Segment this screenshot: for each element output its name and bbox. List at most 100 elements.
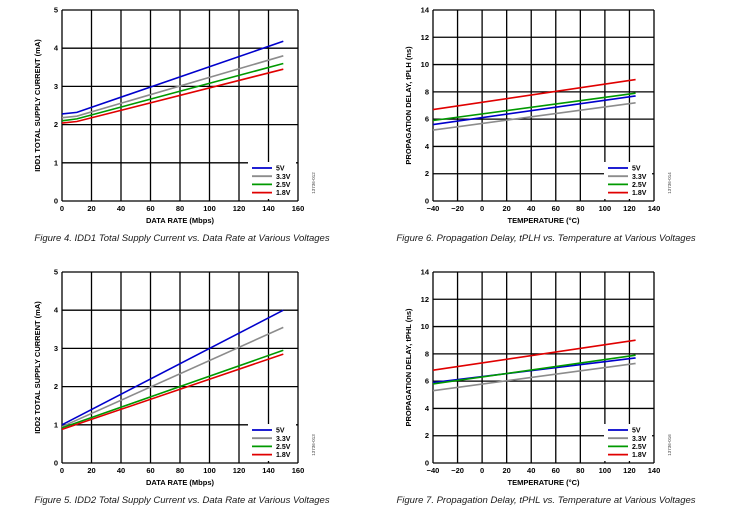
figure-code: 13736-012 [311, 172, 316, 194]
y-tick-label: 0 [54, 197, 58, 206]
legend-label: 2.5V [632, 444, 647, 451]
series-line-3-3V [432, 102, 636, 131]
x-tick-label: 60 [552, 466, 560, 475]
legend-label: 1.8V [632, 452, 647, 459]
y-tick-label: 12 [421, 33, 429, 42]
series-line-2-5V [432, 92, 636, 122]
x-tick-label: −40 [427, 204, 440, 213]
y-tick-label: 6 [425, 377, 429, 386]
x-tick-label: 20 [502, 204, 510, 213]
x-tick-label: 0 [60, 204, 64, 213]
series-line-2-5V [432, 354, 636, 385]
x-tick-label: 60 [146, 204, 154, 213]
y-tick-label: 4 [54, 306, 59, 315]
y-tick-label: 5 [54, 268, 58, 277]
y-tick-label: 8 [425, 87, 429, 96]
y-tick-label: 2 [425, 431, 429, 440]
x-tick-label: 160 [292, 204, 305, 213]
caption-fig5: Figure 5. IDD2 Total Supply Current vs. … [34, 495, 330, 506]
chart-panel-fig5: 0 20 40 60 80 100 120 140 160 0 1 2 3 4 5 DATA RATE (Mb… [0, 262, 364, 524]
legend-label: 1.8V [276, 190, 291, 197]
legend-label: 2.5V [276, 444, 291, 451]
x-tick-label: 140 [648, 204, 661, 213]
series-line-2-5V [61, 349, 284, 429]
x-tick-label: 40 [117, 466, 125, 475]
x-tick-label: 40 [527, 204, 535, 213]
series-line-5V [432, 95, 636, 126]
x-tick-label: 60 [146, 466, 154, 475]
series-line-5V [61, 40, 284, 115]
x-tick-label: 80 [576, 466, 584, 475]
y-tick-label: 0 [425, 197, 429, 206]
x-tick-label: 0 [60, 466, 64, 475]
caption-fig4: Figure 4. IDD1 Total Supply Current vs. … [34, 233, 330, 244]
x-tick-label: 100 [599, 466, 612, 475]
y-tick-label: 12 [421, 295, 429, 304]
series-line-2-5V [61, 62, 284, 122]
y-tick-label: 0 [425, 459, 429, 468]
y-axis-label: IDD2 TOTAL SUPPLY CURRENT (mA) [33, 301, 42, 434]
chart-fig5: 0 20 40 60 80 100 120 140 160 0 1 2 3 4 5 DATA RATE (Mb… [33, 268, 316, 488]
y-axis-label: PROPAGATION DELAY, tPLH (ns) [404, 46, 413, 165]
x-tick-label: 80 [176, 204, 184, 213]
legend-label: 1.8V [276, 452, 291, 459]
y-tick-label: 5 [54, 6, 58, 15]
legend-label: 5V [276, 428, 285, 435]
x-tick-label: 100 [203, 466, 216, 475]
x-tick-label: 20 [502, 466, 510, 475]
y-axis-label: IDD1 TOTAL SUPPLY CURRENT (mA) [33, 39, 42, 172]
y-tick-label: 1 [54, 420, 58, 429]
y-tick-label: 10 [421, 60, 429, 69]
series-line-1-8V [432, 78, 636, 111]
y-tick-label: 2 [54, 120, 58, 129]
x-tick-label: −20 [451, 466, 464, 475]
y-tick-label: 10 [421, 322, 429, 331]
x-tick-label: 140 [262, 204, 275, 213]
series-line-3-3V [61, 326, 284, 428]
y-tick-label: 2 [425, 169, 429, 178]
x-tick-label: 40 [117, 204, 125, 213]
legend-label: 3.3V [632, 174, 647, 181]
legend-label: 5V [632, 428, 641, 435]
chart-fig4: 0 20 40 60 80 100 120 140 160 0 1 2 3 4 5 DATA RATE (Mb… [33, 6, 316, 226]
chart-fig7: −40 −20 0 20 40 60 80 100 120 140 0 2 4 6 8 10 12 14 TEMPE… [404, 268, 672, 488]
grid [432, 9, 655, 202]
legend-label: 2.5V [276, 182, 291, 189]
x-tick-label: 80 [176, 466, 184, 475]
x-tick-label: 120 [233, 466, 246, 475]
legend-label: 5V [276, 166, 285, 173]
y-tick-label: 6 [425, 115, 429, 124]
y-tick-label: 14 [421, 268, 430, 277]
legend-label: 2.5V [632, 182, 647, 189]
x-tick-label: 120 [233, 204, 246, 213]
x-tick-label: 100 [599, 204, 612, 213]
x-tick-label: −20 [451, 204, 464, 213]
x-tick-label: 80 [576, 204, 584, 213]
series-line-1-8V [61, 353, 284, 431]
y-tick-label: 3 [54, 344, 58, 353]
x-tick-label: 20 [87, 204, 95, 213]
x-tick-label: 20 [87, 466, 95, 475]
series-line-1-8V [61, 68, 284, 124]
chart-fig6: −40 −20 0 20 40 60 80 100 120 140 0 2 4 6 8 10 12 14 TEMPE… [404, 6, 672, 226]
caption-fig6: Figure 6. Propagation Delay, tPLH vs. Te… [396, 233, 696, 244]
y-tick-label: 8 [425, 349, 429, 358]
y-tick-label: 2 [54, 382, 58, 391]
y-tick-label: 4 [425, 404, 430, 413]
x-tick-label: 140 [262, 466, 275, 475]
x-axis-label: DATA RATE (Mbps) [146, 216, 215, 225]
x-tick-label: 40 [527, 466, 535, 475]
y-tick-label: 4 [425, 142, 430, 151]
y-tick-label: 0 [54, 459, 58, 468]
figure-code: 13736-013 [311, 434, 316, 456]
x-tick-label: −40 [427, 466, 440, 475]
series-line-5V [61, 309, 284, 426]
series-line-3-3V [432, 362, 636, 392]
x-tick-label: 120 [623, 466, 636, 475]
x-tick-label: 120 [623, 204, 636, 213]
legend-label: 3.3V [276, 174, 291, 181]
figure-code: 13736-014 [667, 172, 672, 194]
y-tick-label: 3 [54, 82, 58, 91]
caption-fig7: Figure 7. Propagation Delay, tPHL vs. Te… [396, 495, 696, 506]
x-axis-label: TEMPERATURE (°C) [507, 478, 580, 487]
